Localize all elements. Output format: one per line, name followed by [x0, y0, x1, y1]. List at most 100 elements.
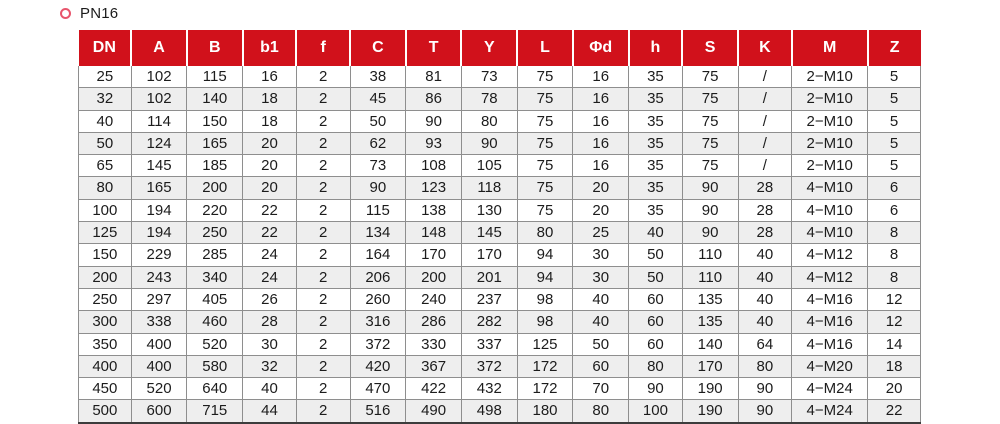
cell-f: 2 [296, 221, 351, 245]
cell-y: 80 [461, 110, 518, 133]
table-row: 400 400 580 32 2 420 367 372 172 60 80 170 80 4−M20 18 [78, 355, 921, 379]
cell-c: 134 [350, 221, 407, 245]
table-row: 450 520 640 40 2 470 422 432 172 70 90 190 90 4−M24 20 [78, 377, 921, 401]
table-row: 25 102 115 16 2 38 81 73 75 16 35 75/2−M10 5 [78, 66, 921, 89]
cell-m: 2−M10 [791, 87, 869, 111]
cell-a: 297 [131, 288, 188, 312]
cell-f: 2 [296, 377, 351, 401]
cell-c: 316 [350, 310, 407, 334]
cell-l: 94 [517, 266, 574, 289]
cell-z: 5 [867, 154, 921, 178]
cell-z: 5 [867, 87, 921, 111]
cell-a: 165 [131, 176, 188, 200]
cell-a: 338 [131, 310, 188, 334]
cell-k: 90 [738, 377, 793, 401]
cell-c: 372 [350, 333, 407, 356]
cell-b1: 18 [242, 110, 297, 133]
cell-s: 135 [682, 288, 739, 312]
column-header-a: A [131, 30, 188, 66]
cell-z: 18 [867, 355, 921, 379]
cell-s: 110 [682, 266, 739, 289]
cell-y: 432 [461, 377, 518, 401]
cell-b: 520 [186, 333, 244, 356]
cell-z: 5 [867, 110, 921, 133]
cell-a: 114 [131, 110, 188, 133]
cell--d: 16 [572, 132, 630, 156]
cell-b: 340 [186, 266, 244, 289]
cell-dn: 300 [78, 310, 132, 334]
cell--d: 16 [572, 154, 630, 178]
column-header--d: Φd [572, 30, 630, 66]
cell-m: 2−M10 [791, 132, 869, 156]
cell-k: 28 [738, 176, 793, 200]
cell-dn: 65 [78, 154, 132, 178]
cell-l: 75 [517, 176, 574, 200]
cell-a: 124 [131, 132, 188, 156]
cell-c: 45 [350, 87, 407, 111]
cell-b1: 18 [242, 87, 297, 111]
cell--d: 25 [572, 221, 630, 245]
cell-t: 90 [405, 110, 462, 133]
cell-b: 715 [186, 399, 244, 424]
cell--d: 40 [572, 310, 630, 334]
cell-s: 190 [682, 377, 739, 401]
cell-dn: 50 [78, 132, 132, 156]
cell-b1: 24 [242, 266, 297, 289]
column-header-b: B [186, 30, 244, 66]
cell-b: 150 [186, 110, 244, 133]
cell-b: 285 [186, 243, 244, 267]
column-header-y: Y [461, 30, 519, 66]
cell-c: 470 [350, 377, 407, 401]
cell-dn: 150 [78, 243, 132, 267]
cell-a: 243 [131, 266, 188, 289]
cell-b1: 22 [242, 199, 297, 223]
cell-z: 6 [867, 176, 921, 200]
cell-m: 4−M10 [791, 199, 869, 223]
cell-s: 110 [682, 243, 739, 267]
cell-b: 220 [186, 199, 244, 223]
cell--d: 16 [572, 87, 630, 111]
cell-y: 201 [461, 266, 518, 289]
cell-f: 2 [296, 333, 351, 356]
cell-m: 2−M10 [791, 110, 869, 133]
cell-m: 4−M24 [791, 399, 869, 424]
cell-dn: 400 [78, 355, 132, 379]
cell-a: 102 [131, 87, 188, 111]
cell-k: 40 [738, 243, 793, 267]
section-heading: PN16 [60, 0, 118, 26]
cell-k: / [738, 110, 793, 133]
cell-b1: 28 [242, 310, 297, 334]
cell-h: 90 [628, 377, 683, 401]
column-header-l: L [517, 30, 574, 66]
cell-c: 516 [350, 399, 407, 424]
cell-b: 200 [186, 176, 244, 200]
cell-c: 50 [350, 110, 407, 133]
cell-dn: 100 [78, 199, 132, 223]
cell-z: 6 [867, 199, 921, 223]
cell-h: 35 [628, 110, 683, 133]
cell-t: 170 [405, 243, 462, 267]
cell-dn: 32 [78, 87, 132, 111]
cell-l: 172 [517, 355, 574, 379]
cell-l: 180 [517, 399, 574, 424]
cell-z: 20 [867, 377, 921, 401]
cell-b1: 40 [242, 377, 297, 401]
cell-k: 40 [738, 266, 793, 289]
cell--d: 50 [572, 333, 630, 356]
cell-t: 93 [405, 132, 462, 156]
cell-f: 2 [296, 243, 351, 267]
cell-f: 2 [296, 310, 351, 334]
cell-dn: 450 [78, 377, 132, 401]
cell-c: 38 [350, 66, 407, 89]
cell-l: 98 [517, 288, 574, 312]
cell-f: 2 [296, 154, 351, 178]
cell-f: 2 [296, 355, 351, 379]
cell-b1: 24 [242, 243, 297, 267]
table-row: 250 297 405 26 2 260 240 237 98 40 60 135 40 4−M16 12 [78, 288, 921, 312]
cell-c: 164 [350, 243, 407, 267]
cell-m: 4−M16 [791, 288, 869, 312]
cell-dn: 80 [78, 176, 132, 200]
cell-b: 115 [186, 66, 244, 89]
